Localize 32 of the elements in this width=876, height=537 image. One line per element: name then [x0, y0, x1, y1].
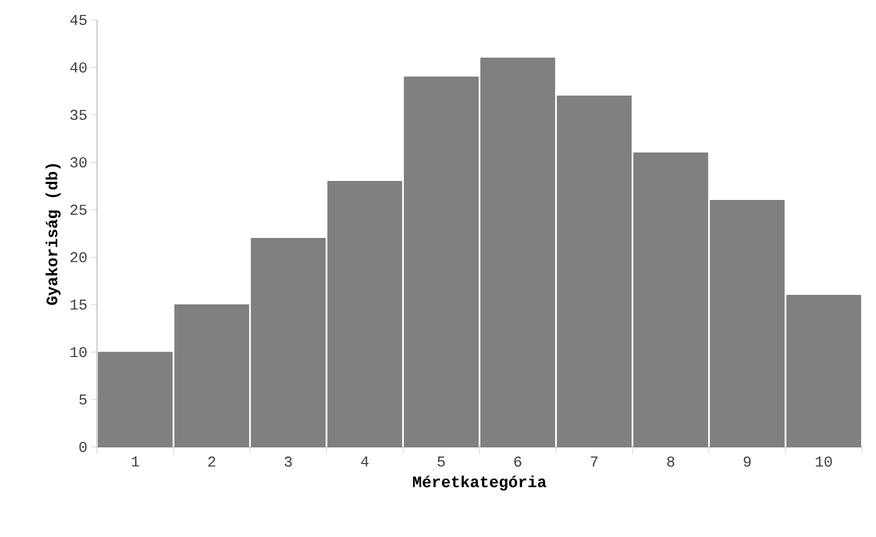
- y-tick-label: 10: [70, 347, 87, 358]
- x-tick-label: 4: [361, 456, 368, 466]
- x-tick-label: 5: [438, 456, 445, 467]
- bar: [556, 96, 632, 448]
- bar: [98, 352, 173, 448]
- y-tick-label: 35: [70, 110, 87, 120]
- y-tick-label: 40: [70, 62, 87, 73]
- bar: [250, 238, 326, 448]
- bar: [174, 304, 250, 448]
- y-tick-label: 45: [70, 14, 87, 25]
- y-tick-label: 0: [79, 442, 87, 452]
- x-axis-title: Méretkategória: [413, 476, 546, 491]
- x-tick-label: 9: [744, 456, 751, 467]
- bar: [327, 181, 402, 448]
- bar: [480, 58, 556, 448]
- x-tick-label: 8: [667, 456, 674, 467]
- x-tick-label: 10: [816, 456, 832, 467]
- y-tick-label: 15: [70, 300, 87, 310]
- y-tick-label: 25: [70, 204, 87, 215]
- y-tick-label: 20: [70, 252, 87, 262]
- x-tick-label: 6: [514, 456, 522, 467]
- bar: [786, 294, 862, 448]
- x-tick-label: 1: [132, 456, 140, 466]
- bar: [633, 152, 708, 448]
- bar: [710, 200, 785, 448]
- y-axis-title: Gyakoriság (db): [46, 164, 61, 305]
- x-tick-label: 2: [208, 456, 216, 467]
- x-tick-label: 7: [590, 456, 598, 466]
- y-tick-label: 30: [70, 157, 87, 168]
- bar: [404, 76, 479, 448]
- y-tick-label: 5: [79, 394, 87, 405]
- x-tick-label: 3: [284, 456, 292, 467]
